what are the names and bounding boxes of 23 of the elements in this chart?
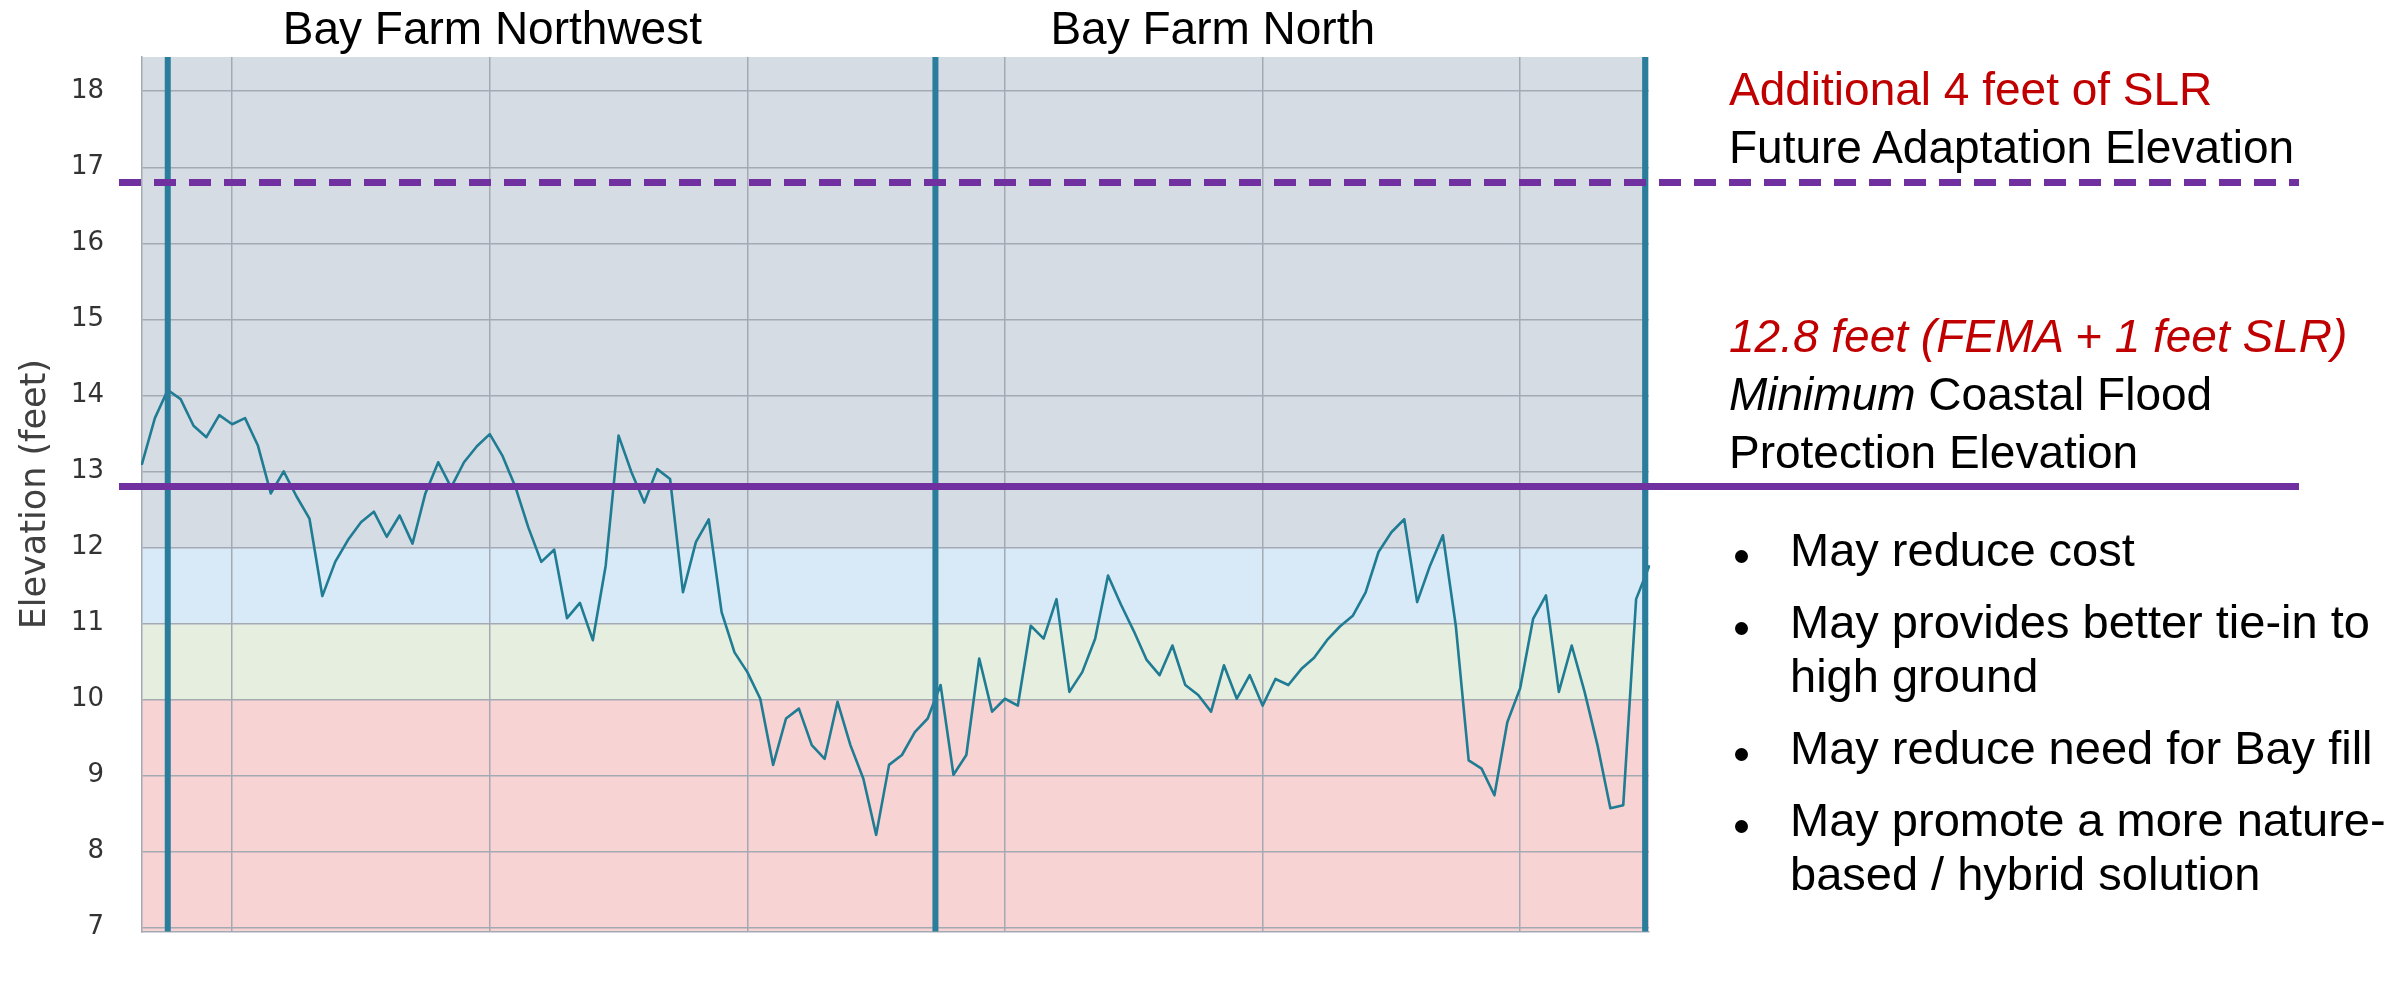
text: May provides better tie-in to high ground [1790,594,2371,703]
y-tick-label: 14 [70,378,104,409]
y-axis-title: Elevation (feet) [13,359,54,630]
y-tick-label: 9 [87,758,104,789]
y-tick-label: 12 [70,530,104,561]
y-tick-label: 8 [87,834,104,865]
text: May promote a more nature-based / hybrid solution [1790,792,2387,901]
annotation: 12.8 feet (FEMA + 1 feet SLR) [1729,308,2349,364]
y-tick-label: 11 [70,606,104,637]
y-tick-label: 10 [70,682,104,713]
y-tick-label: 15 [70,302,104,333]
text: May reduce need for Bay fill [1790,720,2374,775]
ref-line-label: Future Adaptation Elevation [1729,120,2296,176]
y-tick-label: 18 [70,73,104,104]
y-tick-label: 17 [70,150,104,180]
ref-line-label: Minimum Coastal Flood Protection Elevation [1729,366,2214,480]
text: May reduce cost [1790,522,2136,577]
y-tick-label: 7 [87,910,104,941]
y-tick-label: 13 [70,454,104,485]
y-tick-label: 16 [70,226,104,257]
text: Bay Farm North [1050,1,1376,56]
annotation: Additional 4 feet of SLR [1729,62,2214,118]
text: Bay Farm Northwest [282,1,702,56]
